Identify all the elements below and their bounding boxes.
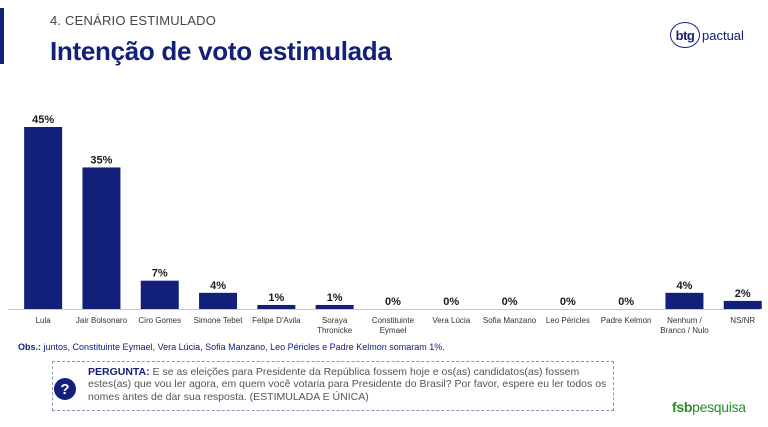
data-label-4: 1% bbox=[268, 292, 284, 304]
bar-5 bbox=[315, 304, 354, 309]
data-label-1: 35% bbox=[90, 154, 112, 166]
category-label-9: Leo Péricles bbox=[546, 316, 590, 325]
section-label: 4. CENÁRIO ESTIMULADO bbox=[50, 13, 217, 28]
data-label-3: 4% bbox=[210, 280, 226, 292]
category-label-0: Lula bbox=[36, 316, 52, 325]
category-label-3: Simone Tebet bbox=[194, 316, 244, 325]
btg-logo-mark: btg bbox=[670, 22, 700, 48]
header-accent-bar bbox=[0, 8, 4, 64]
fsb-logo-light: pesquisa bbox=[692, 399, 746, 415]
bar-1 bbox=[82, 167, 121, 309]
observation-label: Obs.: bbox=[18, 342, 42, 352]
data-label-9: 0% bbox=[560, 296, 576, 308]
data-label-2: 7% bbox=[152, 268, 168, 280]
category-label-4: Felipe D'Avila bbox=[252, 316, 301, 325]
data-label-8: 0% bbox=[502, 296, 518, 308]
category-label-7: Vera Lúcia bbox=[432, 316, 470, 325]
bar-12 bbox=[723, 300, 762, 309]
question-text: E se as eleições para Presidente da Repú… bbox=[88, 366, 607, 403]
category-label-2: Ciro Gomes bbox=[138, 316, 181, 325]
data-label-10: 0% bbox=[618, 296, 634, 308]
fsb-logo-bold: fsb bbox=[672, 399, 693, 415]
fsb-pesquisa-logo: fsbpesquisa bbox=[672, 399, 746, 415]
data-label-5: 1% bbox=[327, 292, 343, 304]
btg-logo-text: pactual bbox=[702, 27, 744, 43]
observation-text: juntos, Constituinte Eymael, Vera Lúcia,… bbox=[41, 342, 445, 352]
data-label-7: 0% bbox=[443, 296, 459, 308]
category-label-5: Soraya Thronicke bbox=[317, 316, 353, 335]
category-label-1: Jair Bolsonaro bbox=[76, 316, 128, 325]
question-box bbox=[52, 361, 614, 411]
bar-3 bbox=[199, 292, 238, 309]
question-mark-icon: ? bbox=[54, 378, 76, 400]
data-label-12: 2% bbox=[735, 288, 751, 300]
category-label-6: Constituinte Eymael bbox=[372, 316, 415, 335]
observation-note: Obs.: juntos, Constituinte Eymael, Vera … bbox=[18, 342, 445, 352]
bar-2 bbox=[140, 280, 179, 309]
question-text-block: PERGUNTA: E se as eleições para Presiden… bbox=[88, 366, 608, 403]
page-title: Intenção de voto estimulada bbox=[50, 36, 392, 66]
question-label: PERGUNTA: bbox=[88, 366, 150, 378]
btg-pactual-logo: btg pactual bbox=[670, 22, 744, 48]
category-label-12: NS/NR bbox=[730, 316, 755, 325]
bar-4 bbox=[257, 304, 296, 309]
bar-11 bbox=[665, 292, 704, 309]
category-label-11: Nenhum / Branco / Nulo bbox=[660, 316, 709, 335]
data-label-6: 0% bbox=[385, 296, 401, 308]
data-label-11: 4% bbox=[676, 280, 692, 292]
category-label-10: Padre Kelmon bbox=[601, 316, 652, 325]
category-label-8: Sofia Manzano bbox=[483, 316, 537, 325]
vote-intention-bar-chart: 45% Lula 35% Jair Bolsonaro 7% Ciro Gomes 4% Si… bbox=[8, 114, 762, 335]
bar-0 bbox=[24, 127, 63, 309]
data-label-0: 45% bbox=[32, 114, 54, 126]
